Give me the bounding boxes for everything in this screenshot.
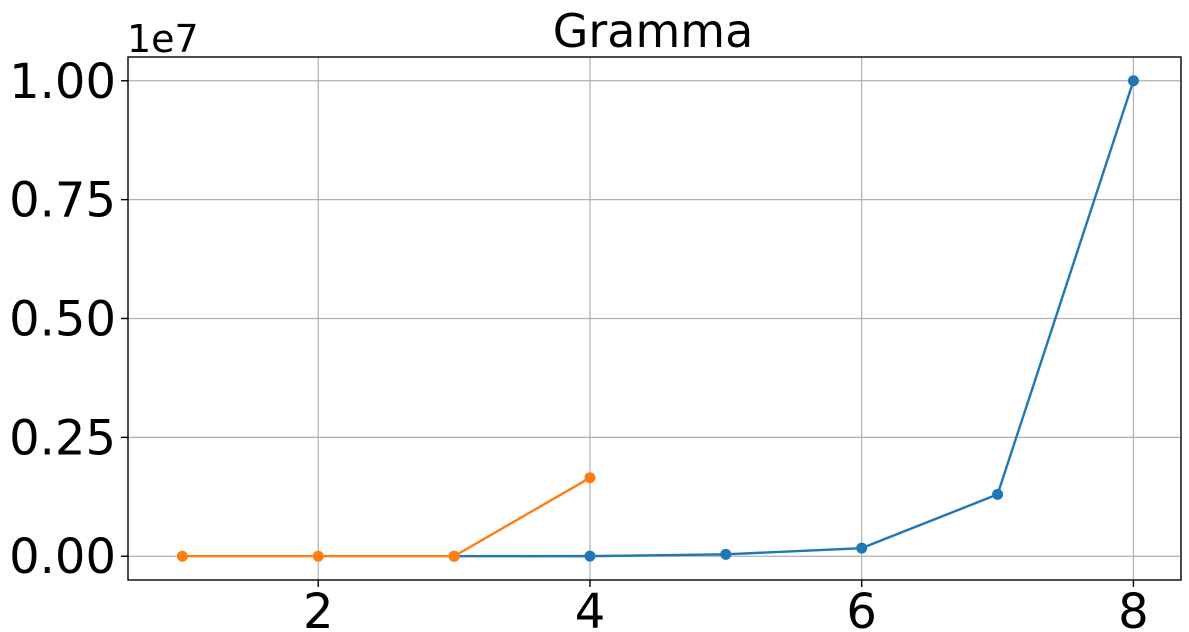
y-tick-label: 0.75 xyxy=(9,173,116,229)
series-2-point xyxy=(176,550,188,562)
y-tick-label: 0.25 xyxy=(9,410,116,466)
series-2-point xyxy=(448,550,460,562)
series-2-line xyxy=(182,476,591,558)
y-tick-label: 0.00 xyxy=(9,529,116,585)
series-1-point xyxy=(720,548,732,560)
series-1-line xyxy=(454,80,1135,558)
y-offset-label: 1e7 xyxy=(127,17,199,61)
x-axis: 2 4 6 8 xyxy=(303,580,1149,632)
x-tick-label: 8 xyxy=(1118,584,1149,632)
series-1-point xyxy=(856,542,868,554)
series-2-point xyxy=(584,472,596,484)
grid xyxy=(128,57,1181,580)
series-1-point xyxy=(1127,75,1139,87)
x-tick-label: 2 xyxy=(303,584,334,632)
series-2-point xyxy=(312,550,324,562)
x-tick-label: 4 xyxy=(575,584,606,632)
series-1-point xyxy=(584,550,596,562)
series-1-point xyxy=(992,488,1004,500)
series-group xyxy=(176,75,1139,562)
y-axis: 0.00 0.25 0.50 0.75 1.00 xyxy=(9,54,128,585)
chart-title: Gramma xyxy=(553,4,754,58)
y-tick-label: 0.50 xyxy=(9,292,116,348)
x-tick-label: 6 xyxy=(846,584,877,632)
y-tick-label: 1.00 xyxy=(9,54,116,110)
